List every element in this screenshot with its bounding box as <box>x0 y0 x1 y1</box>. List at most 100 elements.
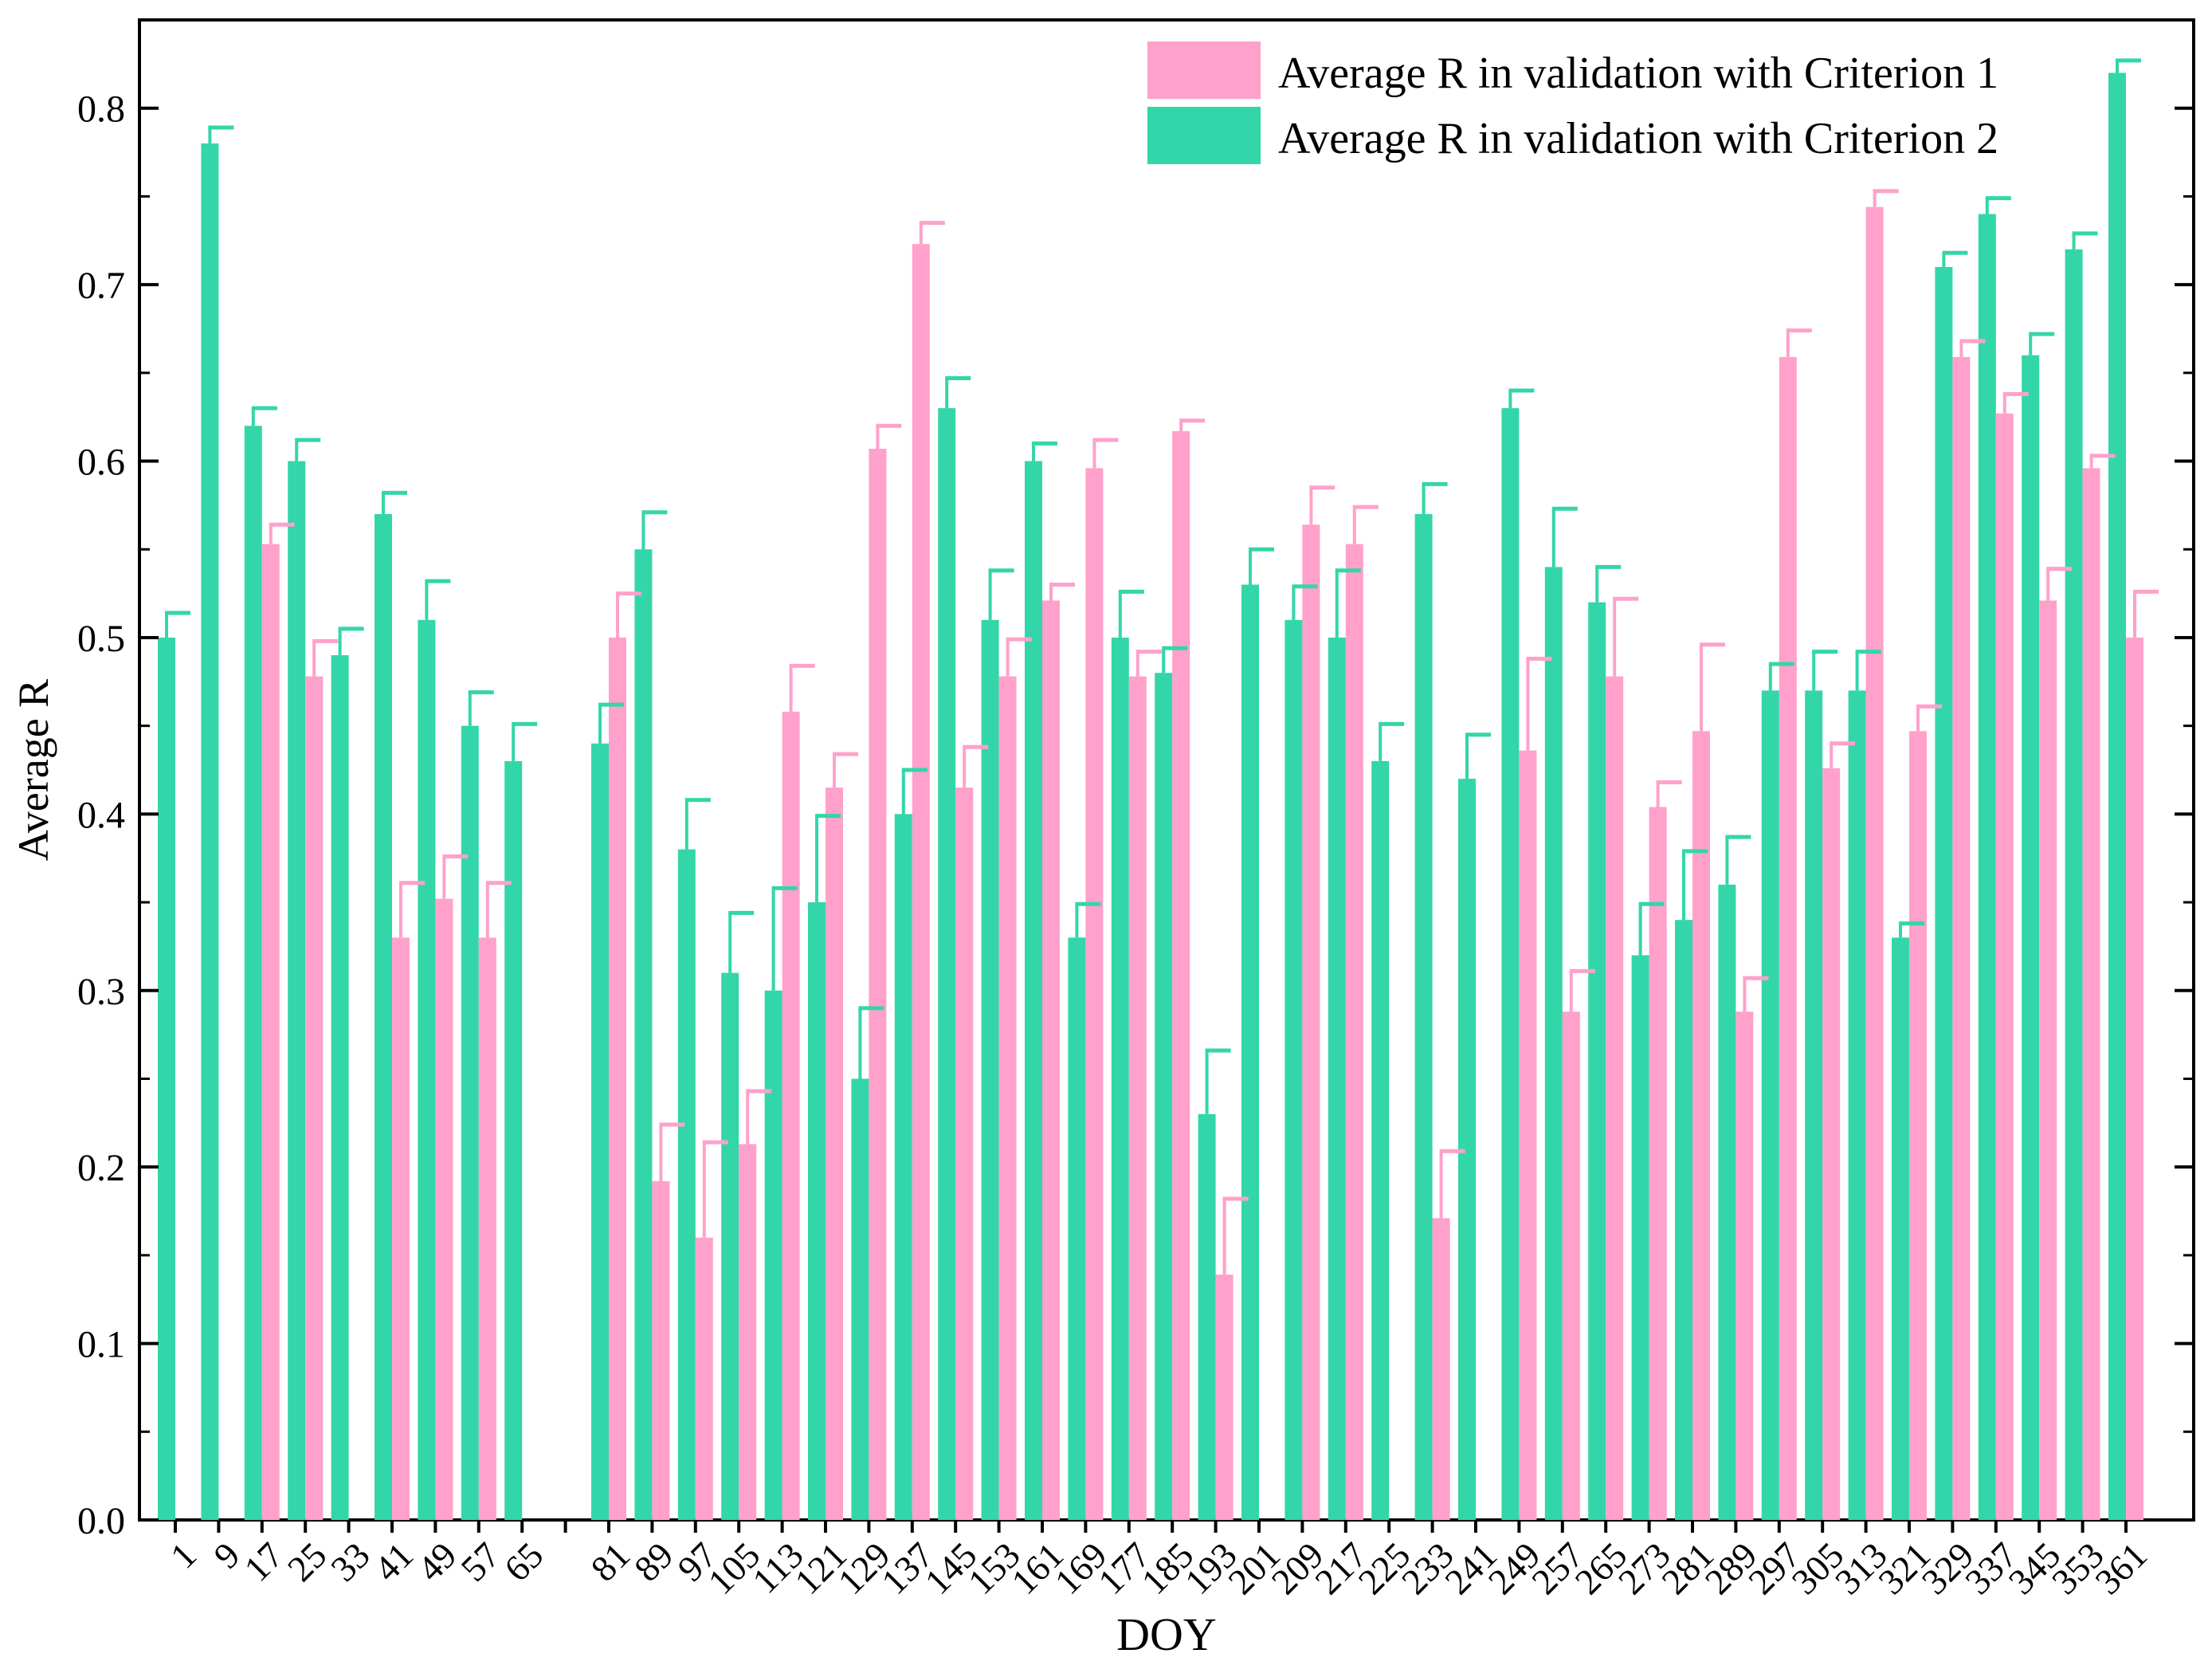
bar-criterion-2 <box>1761 690 1779 1520</box>
legend-swatch-criterion-2 <box>1147 107 1261 164</box>
bar-criterion-2 <box>2022 355 2040 1520</box>
bar-criterion-1 <box>2039 600 2057 1520</box>
legend: Average R in validation with Criterion 1… <box>1147 41 1998 164</box>
legend-label-criterion-1: Average R in validation with Criterion 1 <box>1278 49 1998 98</box>
bar-criterion-1 <box>1909 731 1927 1520</box>
bar-criterion-1 <box>652 1180 670 1520</box>
bar-criterion-2 <box>634 549 653 1520</box>
y-tick-label: 0.4 <box>77 794 125 836</box>
bar-criterion-2 <box>1458 779 1476 1520</box>
bar-criterion-2 <box>1978 214 1996 1520</box>
bar-criterion-2 <box>1892 937 1909 1520</box>
bar-criterion-2 <box>1675 920 1692 1520</box>
bar-criterion-2 <box>504 760 523 1520</box>
y-tick-label: 0.0 <box>77 1500 125 1542</box>
bar-criterion-1 <box>1042 600 1060 1520</box>
bar-criterion-1 <box>826 787 843 1520</box>
bar-criterion-2 <box>201 143 219 1520</box>
y-tick-label: 0.2 <box>77 1147 125 1189</box>
bar-criterion-1 <box>782 711 800 1520</box>
bar-criterion-1 <box>261 544 280 1520</box>
x-tick-label: 1 <box>163 1534 204 1576</box>
bar-criterion-1 <box>1735 1011 1754 1520</box>
bar-criterion-1 <box>1606 676 1624 1520</box>
bar-criterion-1 <box>1562 1011 1580 1520</box>
bar-criterion-2 <box>418 619 436 1520</box>
bar-criterion-1 <box>2126 637 2143 1520</box>
bar-criterion-1 <box>392 937 410 1520</box>
bar-criterion-1 <box>869 449 887 1521</box>
bar-criterion-2 <box>244 426 262 1520</box>
bar-criterion-2 <box>1544 567 1563 1520</box>
bar-criterion-1 <box>478 937 496 1520</box>
bar-criterion-2 <box>1848 690 1866 1520</box>
bar-criterion-1 <box>1085 468 1104 1520</box>
bar-criterion-1 <box>1779 356 1797 1520</box>
bar-criterion-2 <box>1588 602 1606 1520</box>
bar-criterion-1 <box>435 898 453 1520</box>
y-tick-label: 0.1 <box>77 1324 125 1366</box>
y-tick-label: 0.3 <box>77 971 125 1013</box>
bar-criterion-2 <box>1501 408 1520 1520</box>
bar-criterion-1 <box>2082 468 2100 1520</box>
bar-criterion-2 <box>331 655 349 1521</box>
bar-criterion-2 <box>1805 690 1823 1520</box>
bar-criterion-1 <box>1345 544 1363 1520</box>
y-tick-label: 0.5 <box>77 618 125 660</box>
bar-criterion-1 <box>998 676 1017 1520</box>
bar-criterion-2 <box>288 461 306 1520</box>
bar-criterion-2 <box>1631 955 1649 1520</box>
x-tick-label: 65 <box>496 1534 551 1589</box>
bar-criterion-1 <box>695 1237 713 1520</box>
bar-criterion-2 <box>1241 584 1259 1521</box>
bar-criterion-2 <box>1025 461 1042 1520</box>
bar-criterion-1 <box>1172 430 1190 1520</box>
bars-layer <box>158 73 2143 1521</box>
bar-criterion-1 <box>1865 206 1884 1520</box>
bar-criterion-1 <box>1215 1274 1233 1520</box>
x-tick-label: 361 <box>2087 1534 2155 1602</box>
bar-criterion-2 <box>1371 760 1390 1520</box>
bar-criterion-2 <box>158 637 175 1520</box>
bar-criterion-2 <box>2108 73 2126 1520</box>
error-bars-layer <box>165 58 2159 1275</box>
legend-swatch-criterion-1 <box>1147 41 1261 99</box>
bar-criterion-2 <box>1718 884 1736 1520</box>
bar-criterion-1 <box>1822 768 1841 1520</box>
y-tick-label: 0.8 <box>77 88 125 131</box>
bar-criterion-2 <box>2065 249 2083 1520</box>
bar-criterion-2 <box>1935 266 1953 1521</box>
bar-criterion-2 <box>808 902 826 1520</box>
bar-criterion-2 <box>1155 673 1173 1520</box>
x-axis-label: DOY <box>1116 1608 1217 1660</box>
bar-criterion-1 <box>1649 807 1667 1520</box>
bar-criterion-2 <box>851 1078 869 1520</box>
bar-criterion-2 <box>764 990 782 1520</box>
bar-criterion-1 <box>739 1144 757 1520</box>
bar-criterion-1 <box>912 244 930 1521</box>
bar-criterion-1 <box>1519 750 1537 1520</box>
bar-criterion-2 <box>677 849 696 1520</box>
bar-criterion-2 <box>894 814 912 1520</box>
y-axis-label: Average R <box>10 679 57 861</box>
y-tick-label: 0.6 <box>77 442 125 484</box>
bar-criterion-1 <box>1995 413 2014 1520</box>
bar-criterion-2 <box>1198 1113 1216 1520</box>
bar-criterion-1 <box>1692 731 1710 1520</box>
bar-criterion-2 <box>721 972 739 1520</box>
bar-criterion-2 <box>981 619 999 1520</box>
bar-criterion-1 <box>1128 676 1147 1520</box>
bar-criterion-1 <box>305 676 324 1520</box>
bar-criterion-2 <box>938 408 956 1520</box>
bar-criterion-2 <box>461 725 479 1520</box>
bar-criterion-2 <box>591 743 609 1520</box>
y-axis: 0.0 0.1 0.2 0.3 0.4 0.5 0.6 0.7 0.8 <box>77 88 2194 1542</box>
bar-criterion-2 <box>375 513 392 1521</box>
bar-criterion-1 <box>1302 524 1320 1520</box>
bar-criterion-1 <box>609 637 626 1520</box>
bar-criterion-1 <box>1432 1218 1450 1520</box>
bar-criterion-2 <box>1284 619 1303 1520</box>
bar-criterion-2 <box>1414 513 1433 1521</box>
